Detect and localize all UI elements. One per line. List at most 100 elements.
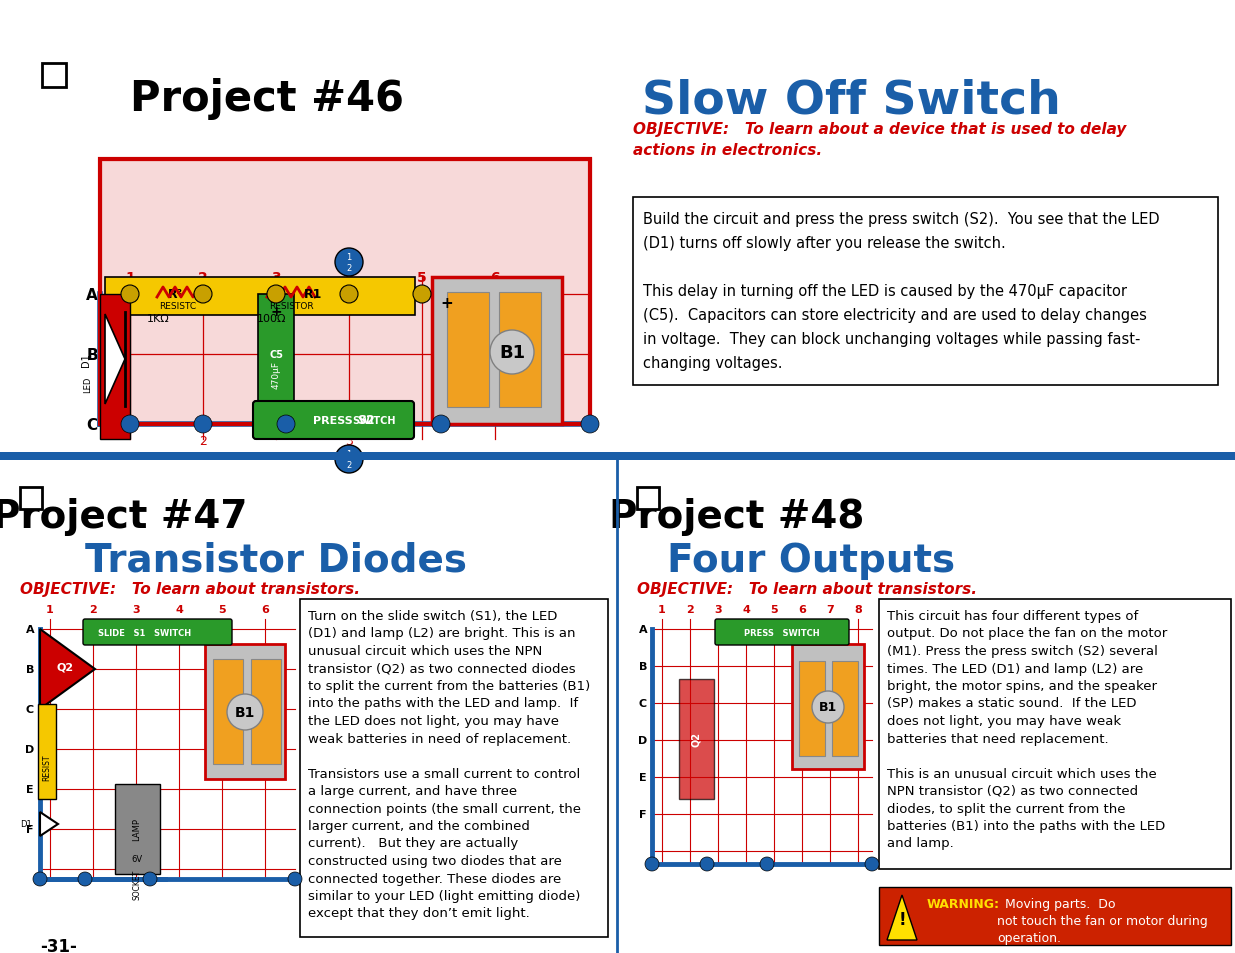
Text: This delay in turning off the LED is caused by the 470μF capacitor: This delay in turning off the LED is cau… [643, 284, 1128, 298]
Text: WARNING:: WARNING: [927, 897, 1000, 910]
Text: 3: 3 [132, 604, 140, 615]
Bar [792, 644, 864, 769]
Circle shape [143, 872, 157, 886]
Text: B: B [638, 661, 647, 671]
Text: 3: 3 [272, 271, 280, 285]
Text: 1
2: 1 2 [346, 253, 352, 273]
Text: Four Outputs: Four Outputs [667, 541, 955, 579]
Text: +: + [441, 295, 453, 311]
Text: PRESS   SWITCH: PRESS SWITCH [745, 628, 820, 637]
Text: Q2: Q2 [692, 732, 701, 747]
Circle shape [121, 416, 140, 434]
Circle shape [78, 872, 91, 886]
Bar [115, 784, 161, 874]
Bar [499, 293, 541, 408]
Bar [832, 661, 858, 757]
Circle shape [412, 286, 431, 304]
Text: OBJECTIVE:   To learn about a device that is used to delay
actions in electronic: OBJECTIVE: To learn about a device that … [634, 122, 1126, 158]
Text: S2: S2 [357, 414, 375, 427]
Bar [205, 644, 285, 780]
Text: 2: 2 [687, 604, 694, 615]
Text: RESIST: RESIST [42, 754, 52, 781]
Text: 4: 4 [345, 271, 354, 285]
FancyBboxPatch shape [83, 619, 232, 645]
Text: Moving parts.  Do
not touch the fan or motor during
operation.: Moving parts. Do not touch the fan or mo… [997, 897, 1208, 944]
Text: 6V: 6V [131, 854, 142, 863]
Text: RESISTC: RESISTC [159, 302, 196, 311]
Text: F: F [26, 824, 33, 834]
Circle shape [267, 286, 285, 304]
Text: 1: 1 [125, 271, 135, 285]
Text: 4: 4 [175, 604, 183, 615]
Text: 1
2: 1 2 [346, 450, 352, 469]
Text: D1: D1 [20, 820, 32, 828]
Text: Project #48: Project #48 [609, 497, 864, 536]
Text: -31-: -31- [40, 937, 77, 953]
Circle shape [490, 331, 534, 375]
Text: C: C [638, 699, 647, 708]
Bar [799, 661, 825, 757]
FancyBboxPatch shape [253, 401, 414, 439]
Text: -: - [443, 417, 451, 436]
Text: A: A [26, 624, 35, 635]
Text: 3: 3 [345, 435, 353, 448]
Text: 7: 7 [826, 604, 834, 615]
Text: 5: 5 [771, 604, 778, 615]
Bar [879, 599, 1231, 869]
Text: PRESS: PRESS [314, 416, 353, 426]
Text: SLIDE   S1   SWITCH: SLIDE S1 SWITCH [99, 628, 191, 637]
Bar [251, 659, 282, 764]
Circle shape [335, 249, 363, 276]
Text: B1: B1 [499, 344, 525, 361]
Text: C5: C5 [269, 350, 283, 359]
Circle shape [580, 416, 599, 434]
Text: OBJECTIVE:   To learn about transistors.: OBJECTIVE: To learn about transistors. [20, 581, 359, 597]
Text: C: C [26, 704, 35, 714]
Circle shape [864, 857, 879, 871]
Bar [38, 704, 56, 800]
Text: E: E [26, 784, 33, 794]
Text: 3: 3 [714, 604, 721, 615]
Text: 6: 6 [798, 604, 806, 615]
Text: changing voltages.: changing voltages. [643, 355, 783, 371]
Text: LAMP: LAMP [132, 818, 142, 841]
Text: D1: D1 [82, 353, 91, 367]
Text: 8: 8 [855, 604, 862, 615]
Bar [637, 488, 659, 510]
Polygon shape [887, 895, 918, 940]
Text: (C5).  Capacitors can store electricity and are used to delay changes: (C5). Capacitors can store electricity a… [643, 308, 1147, 323]
Circle shape [432, 416, 450, 434]
Circle shape [194, 416, 212, 434]
Text: RESISTOR: RESISTOR [269, 302, 314, 311]
Circle shape [288, 872, 303, 886]
Bar [100, 160, 590, 424]
Text: OBJECTIVE:   To learn about transistors.: OBJECTIVE: To learn about transistors. [637, 581, 977, 597]
Bar [100, 294, 130, 439]
Circle shape [277, 416, 295, 434]
Text: D: D [638, 735, 647, 745]
Text: SWITCH: SWITCH [352, 416, 396, 426]
Bar [679, 679, 714, 800]
Circle shape [760, 857, 774, 871]
Text: 1KΩ: 1KΩ [147, 314, 169, 324]
Bar [432, 277, 562, 424]
Text: Q2: Q2 [57, 662, 74, 672]
Text: 1: 1 [658, 604, 666, 615]
Text: SOCKET: SOCKET [132, 869, 142, 900]
Text: Slow Off Switch: Slow Off Switch [642, 78, 1061, 123]
Circle shape [340, 286, 358, 304]
Circle shape [700, 857, 714, 871]
Circle shape [335, 446, 363, 474]
Text: 6: 6 [490, 271, 500, 285]
Text: in voltage.  They can block unchanging voltages while passing fast-: in voltage. They can block unchanging vo… [643, 332, 1140, 347]
Bar [212, 659, 243, 764]
Text: +: + [270, 305, 282, 318]
Text: 6: 6 [261, 604, 269, 615]
Text: F: F [640, 809, 647, 820]
Text: 2: 2 [199, 435, 207, 448]
Circle shape [811, 691, 844, 723]
Text: C: C [86, 417, 98, 432]
Circle shape [227, 695, 263, 730]
Bar [300, 599, 608, 937]
Bar [0, 453, 1235, 460]
